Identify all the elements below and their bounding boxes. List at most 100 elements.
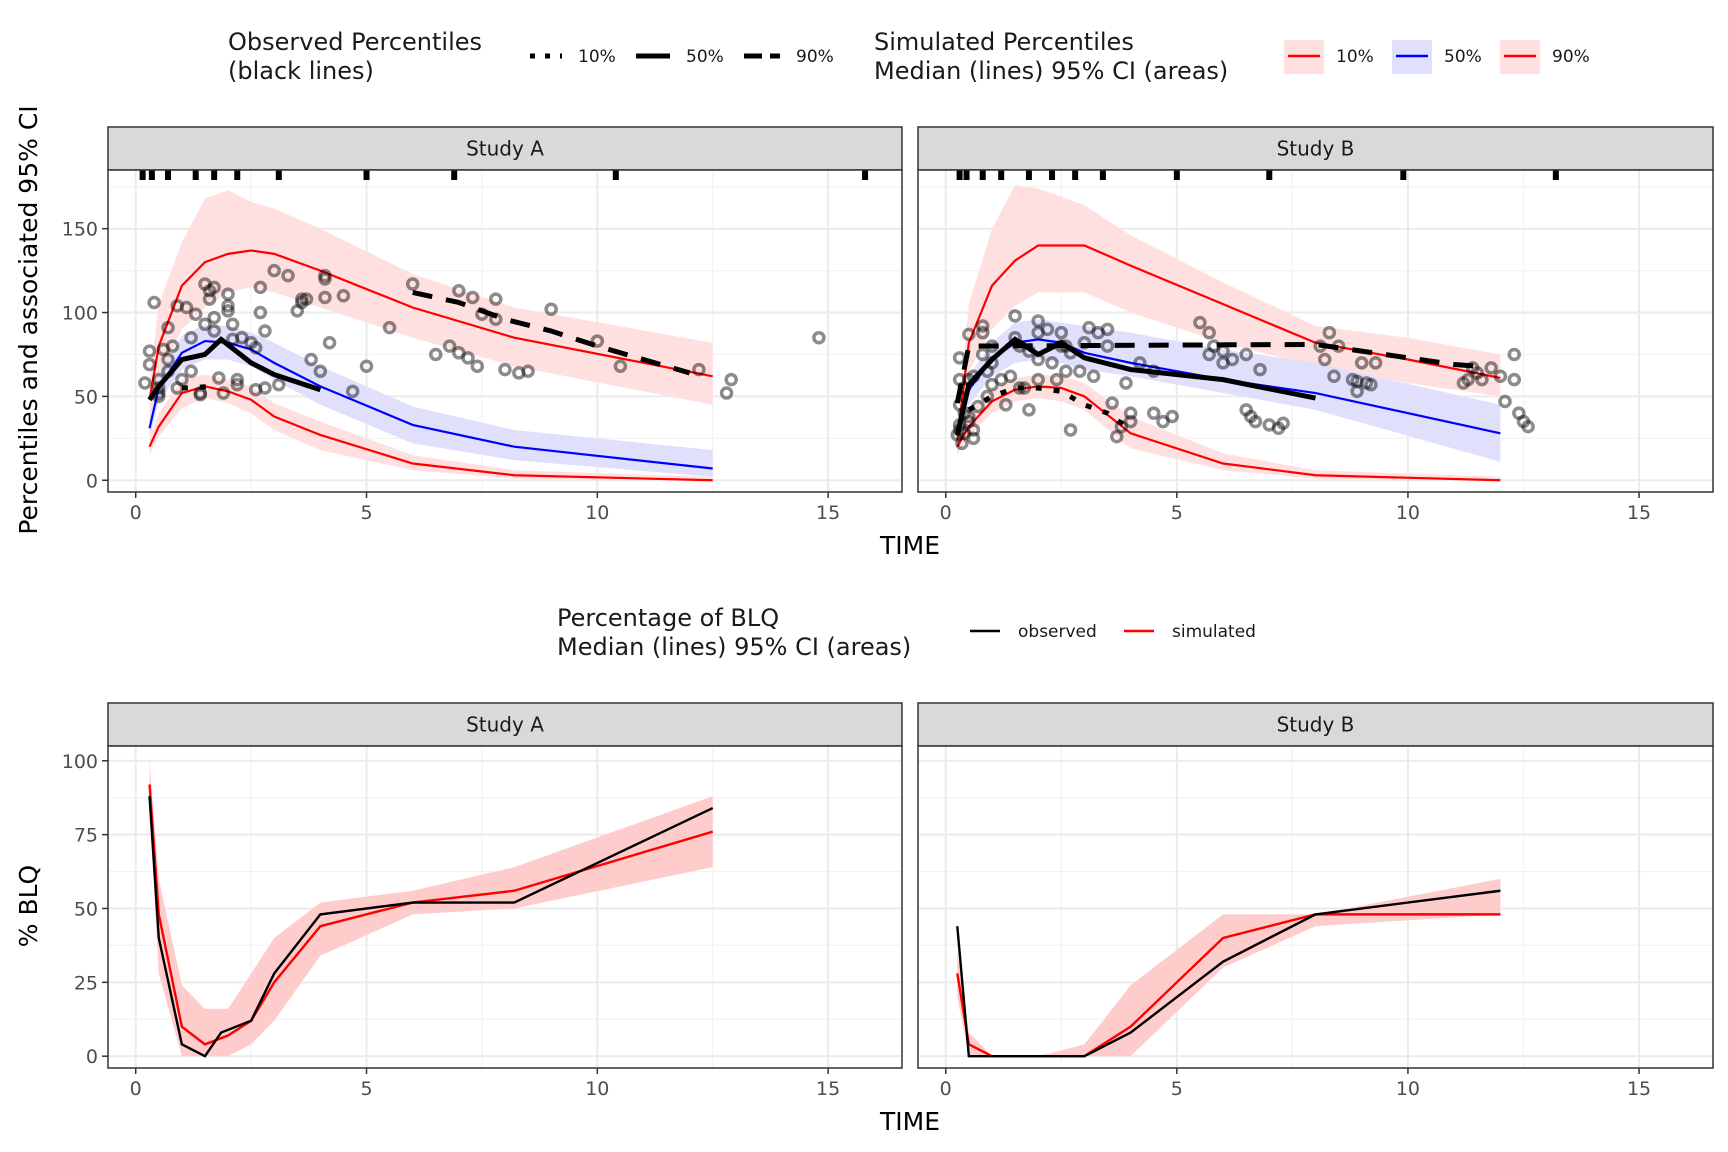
observation-point xyxy=(1054,325,1069,340)
legend-blq-label-observed: observed xyxy=(1018,622,1097,642)
observation-point xyxy=(138,376,152,390)
observation-point xyxy=(258,381,272,395)
observation-point xyxy=(975,325,990,340)
blq-observed-line xyxy=(148,796,714,1058)
observation-point xyxy=(1475,372,1489,387)
bin-rug-mark xyxy=(612,170,619,180)
y-tick-label: 75 xyxy=(74,825,98,847)
observation-point xyxy=(1239,347,1253,362)
observation-point xyxy=(1239,403,1253,417)
y-tick-label: 25 xyxy=(74,972,98,994)
obs-p50-line xyxy=(147,336,322,402)
x-tick-label: 5 xyxy=(360,1078,372,1100)
observation-point xyxy=(1110,429,1124,444)
observation-point xyxy=(1350,384,1364,399)
blq-observed-line xyxy=(956,889,1501,1058)
bin-rug-mark xyxy=(956,170,963,180)
bin-rug-mark xyxy=(211,170,218,180)
observation-point xyxy=(1327,369,1341,384)
observation-point xyxy=(966,423,981,437)
legend-blq-title-1: Percentage of BLQ xyxy=(557,604,779,632)
bin-rug-mark xyxy=(165,170,172,180)
observation-point xyxy=(452,346,466,360)
legend-simulated-title-1: Simulated Percentiles xyxy=(874,28,1134,56)
observation-point xyxy=(198,277,212,291)
observation-point xyxy=(429,347,443,362)
observation-point xyxy=(1073,364,1087,378)
x-tick-label: 15 xyxy=(816,502,840,524)
observation-point xyxy=(216,386,231,400)
observation-point xyxy=(1059,364,1073,378)
observation-point xyxy=(1253,362,1267,377)
sim-p10-median-line xyxy=(956,385,1501,482)
observation-point xyxy=(1123,406,1138,420)
observation-point xyxy=(336,289,351,303)
observation-point xyxy=(253,305,268,320)
observation-point xyxy=(812,330,826,345)
bin-rug-mark xyxy=(148,170,155,180)
legend-simulated-label-1: 50% xyxy=(1444,47,1482,67)
observation-point xyxy=(1146,406,1161,420)
observation-point xyxy=(521,364,535,378)
blq-panel-study-b: Study B 0 5 10 15 xyxy=(917,702,1714,1100)
observation-point xyxy=(1498,394,1512,409)
observation-point xyxy=(212,371,226,385)
bin-rug-mark xyxy=(139,170,146,180)
observation-point xyxy=(235,330,249,345)
observation-point xyxy=(465,290,480,305)
observation-point xyxy=(230,377,245,392)
observation-point xyxy=(1470,366,1485,380)
observation-point xyxy=(405,277,420,291)
observation-point xyxy=(590,334,605,348)
observation-point xyxy=(382,320,397,335)
legend-observed-label-90: 90% xyxy=(796,47,834,67)
observation-point xyxy=(318,290,332,305)
observation-point xyxy=(175,372,189,387)
observation-point xyxy=(359,359,374,373)
observation-point xyxy=(1008,330,1022,345)
observation-point xyxy=(470,359,485,373)
observation-point xyxy=(1271,421,1286,436)
blq-panel-study-a: Study A 0 5 10 15 0 25 50 75 100 xyxy=(62,702,903,1100)
observation-point xyxy=(1248,414,1263,429)
observation-point xyxy=(1244,409,1258,424)
observation-point xyxy=(184,364,198,378)
observation-point xyxy=(1456,376,1471,390)
sim-p90-median-line xyxy=(148,249,713,400)
observation-point xyxy=(258,324,272,338)
observation-point xyxy=(999,398,1013,412)
observation-point xyxy=(1262,418,1277,432)
observation-point xyxy=(1202,325,1216,340)
panel-border xyxy=(917,169,1714,493)
observation-point xyxy=(161,320,175,335)
facet-strip-label: Study B xyxy=(1277,713,1355,737)
y-tick-label: 0 xyxy=(86,470,98,492)
legend-observed-title-1: Observed Percentiles xyxy=(228,28,482,56)
observation-point xyxy=(304,352,318,367)
bin-rug-mark xyxy=(1049,170,1056,180)
observation-point xyxy=(156,342,171,357)
observation-point xyxy=(253,280,268,295)
panel-border xyxy=(917,745,1714,1069)
vpc-panel-study-b: Study B 0 5 10 15 xyxy=(917,126,1714,524)
observation-point xyxy=(313,364,328,378)
observation-point xyxy=(442,339,457,353)
observation-point xyxy=(1031,325,1045,340)
observation-point xyxy=(1359,376,1374,390)
observation-point xyxy=(1364,377,1378,392)
sim-p10-median-line xyxy=(148,385,713,482)
observation-point xyxy=(1493,369,1508,384)
observation-point xyxy=(1031,314,1045,328)
bin-rug-mark xyxy=(363,170,370,180)
legend-observed-title-2: (black lines) xyxy=(228,57,374,85)
legend-simulated-label-0: 10% xyxy=(1336,47,1374,67)
observation-point xyxy=(544,302,558,316)
observation-point xyxy=(193,387,208,402)
observation-point xyxy=(272,377,286,392)
bin-rug-mark xyxy=(1025,170,1032,180)
observation-point xyxy=(1276,416,1290,430)
observation-point xyxy=(248,382,263,397)
legend-blq-label-simulated: simulated xyxy=(1172,622,1256,642)
x-tick-label: 5 xyxy=(360,502,372,524)
